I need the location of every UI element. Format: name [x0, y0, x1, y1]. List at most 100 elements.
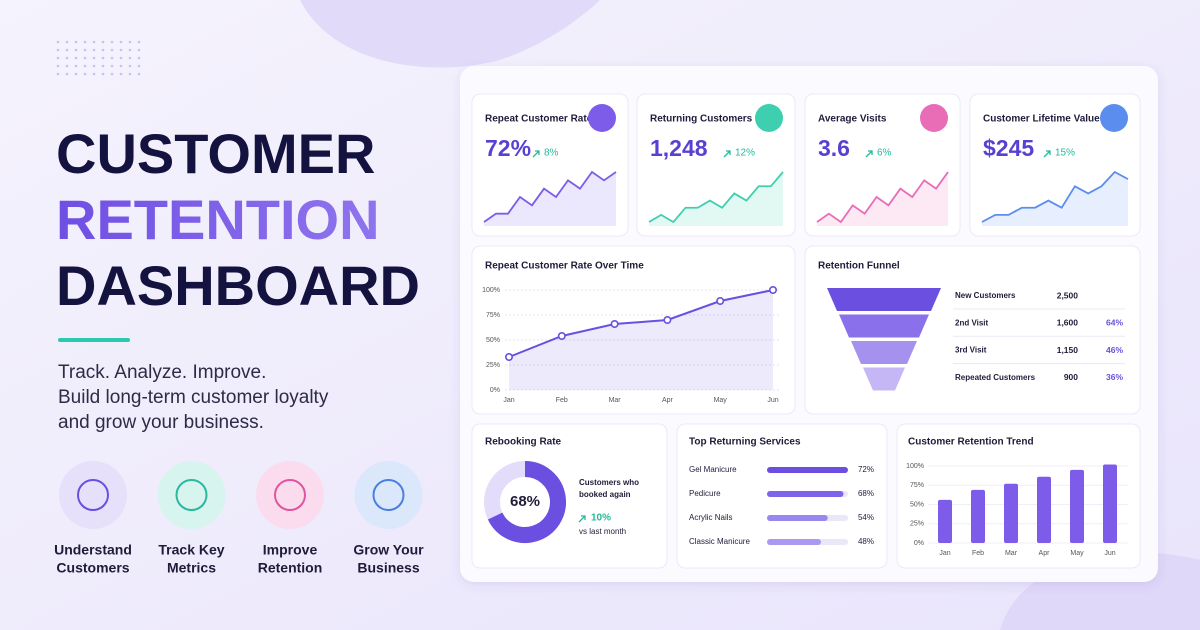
x-tick-label: Feb [972, 550, 984, 557]
sparkline-area [982, 172, 1128, 226]
dot-grid [56, 40, 141, 76]
bar [938, 499, 952, 543]
trend-arrow [1043, 150, 1051, 158]
feature-label: Track Key [158, 542, 224, 558]
kpi-icon [1100, 104, 1128, 132]
dot [101, 64, 105, 68]
kpi-title: Returning Customers [650, 114, 753, 125]
dot [74, 56, 78, 60]
point [716, 296, 725, 305]
hero-title: DASHBOARD [56, 254, 420, 317]
funnel-percent: 36% [1106, 372, 1123, 382]
caption: Customers who booked again [579, 478, 639, 499]
feature-label: Metrics [167, 560, 216, 576]
kpi-value: 72% [485, 135, 531, 161]
dot [101, 48, 105, 52]
tagline: Build long-term customer loyalty [58, 387, 329, 408]
dot [56, 48, 60, 52]
kpi-title: Customer Lifetime Value [983, 114, 1100, 125]
chart-title: Retention Funnel [818, 261, 900, 272]
x-tick-label: Jan [503, 397, 514, 404]
sparkline [981, 170, 1129, 223]
x-tick-label: Mar [1005, 550, 1018, 557]
chart-title: Repeat Customer Rate Over Time [485, 261, 644, 272]
line [508, 289, 774, 358]
chart-title: Customer Retention Trend [908, 437, 1034, 448]
dot [65, 40, 69, 44]
bar-value-label: 54% [858, 513, 874, 522]
funnel-count: 2,500 [1057, 290, 1079, 300]
card [804, 93, 961, 237]
dot [92, 40, 96, 44]
x-tick-label: Apr [662, 397, 674, 404]
feature-glyph [175, 479, 208, 511]
dot [65, 48, 69, 52]
dot [128, 56, 132, 60]
dot [137, 56, 141, 60]
card [969, 93, 1141, 237]
dot [56, 56, 60, 60]
hero-title: RETENTION [56, 188, 380, 251]
dot [74, 64, 78, 68]
dot [74, 40, 78, 44]
dot [92, 64, 96, 68]
funnel-stage-label: Repeated Customers [955, 373, 1036, 382]
tagline: and grow your business. [58, 412, 264, 433]
y-tick-label: 50% [910, 501, 924, 508]
dot [119, 72, 123, 76]
sparkline [648, 171, 784, 224]
sparkline [816, 171, 949, 224]
x-tick-label: Apr [1039, 550, 1051, 557]
kpi-change: 12% [735, 148, 755, 159]
x-tick-label: Feb [556, 397, 568, 404]
dot [128, 48, 132, 52]
dot [92, 48, 96, 52]
point [504, 352, 513, 361]
sparkline-area [817, 172, 948, 226]
feature-label: Retention [258, 560, 323, 576]
dot [110, 64, 114, 68]
funnel-percent: 64% [1106, 318, 1123, 328]
dot [74, 48, 78, 52]
x-tick-label: May [1070, 550, 1084, 557]
dot [92, 56, 96, 60]
y-tick-label: 100% [906, 463, 924, 470]
y-tick-label: 25% [486, 362, 500, 369]
funnel-stage [863, 367, 905, 391]
point [663, 315, 672, 324]
dot [83, 64, 87, 68]
note: vs last month [579, 527, 626, 536]
service-name: Gel Manicure [689, 465, 737, 474]
bar [971, 489, 985, 543]
bar [767, 539, 821, 545]
donut-arc [487, 461, 566, 543]
dot [110, 48, 114, 52]
sparkline [483, 170, 617, 223]
kpi-title: Repeat Customer Rate [485, 114, 593, 125]
dot [137, 72, 141, 76]
service-name: Classic Manicure [689, 537, 750, 546]
y-tick-label: 75% [486, 312, 500, 319]
accent-bar [58, 338, 130, 342]
service-name: Pedicure [689, 489, 721, 498]
y-tick-label: 25% [910, 521, 924, 528]
funnel-percent: 46% [1106, 345, 1123, 355]
blob [300, 0, 600, 68]
line-area [509, 290, 773, 390]
trend-arrow [865, 150, 873, 158]
feature-label: Understand [54, 542, 132, 558]
chart-title: Top Returning Services [689, 437, 801, 448]
card [636, 93, 796, 237]
x-tick-label: Jan [939, 550, 950, 557]
kpi-change: 6% [877, 148, 892, 159]
dot [128, 72, 132, 76]
feature-icon [59, 461, 127, 529]
x-tick-label: Jun [767, 397, 778, 404]
y-tick-label: 0% [914, 540, 924, 547]
feature-label: Improve [263, 542, 318, 558]
dot [74, 72, 78, 76]
feature-icon [354, 461, 423, 529]
funnel-count: 1,150 [1057, 345, 1079, 355]
